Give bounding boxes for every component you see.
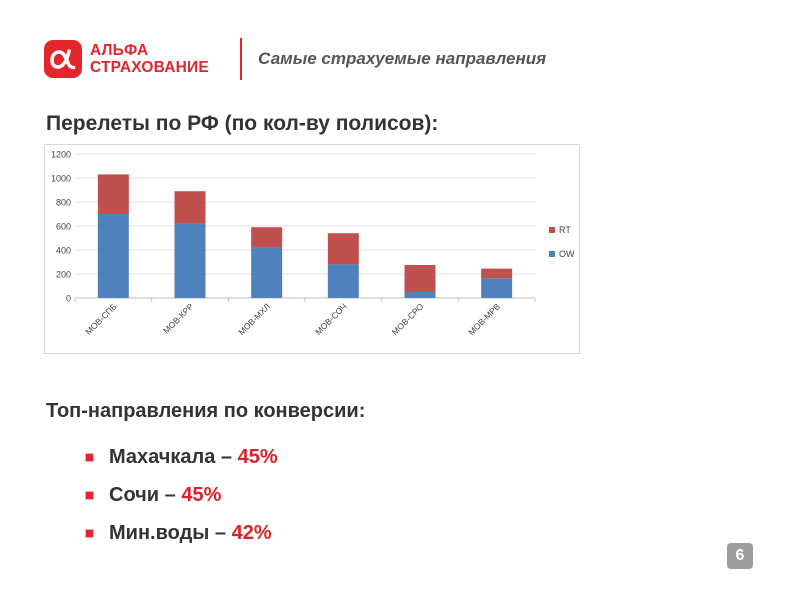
list-item: Сочи – 45%	[86, 476, 278, 514]
bullet-icon	[86, 491, 93, 499]
x-tick-label: МОВ-СРО	[390, 301, 426, 337]
x-tick-label: МОВ-МХЛ	[236, 301, 272, 337]
logo-line-2: СТРАХОВАНИЕ	[90, 59, 209, 76]
y-tick-label: 1200	[51, 150, 71, 160]
x-tick-label: МОВ-КРР	[161, 301, 196, 336]
alpha-glyph-icon	[50, 49, 76, 70]
list-item: Махачкала – 45%	[86, 438, 278, 476]
legend-swatch-ow	[549, 251, 555, 257]
logo-line-1: АЛЬФА	[90, 42, 149, 59]
bar-rt	[404, 265, 436, 292]
bar-ow	[481, 278, 513, 298]
slide-title: Самые страхуемые направления	[258, 49, 547, 68]
bar-ow	[327, 264, 359, 298]
bar-ow	[174, 223, 206, 298]
y-tick-label: 0	[66, 294, 71, 304]
bar-rt	[97, 174, 129, 214]
city-name: Сочи	[109, 483, 160, 506]
city-name: Мин.воды	[109, 521, 210, 544]
separator: –	[215, 445, 238, 468]
bar-rt	[251, 227, 283, 248]
y-tick-label: 600	[56, 222, 71, 232]
y-tick-label: 800	[56, 198, 71, 208]
y-tick-label: 400	[56, 246, 71, 256]
conversion-percent: 42%	[231, 521, 272, 544]
conversion-heading: Топ-направления по конверсии:	[46, 400, 366, 422]
list-item: Мин.воды – 42%	[86, 514, 278, 552]
legend-label-rt: RT	[559, 225, 571, 235]
bar-rt	[481, 268, 513, 279]
legend-swatch-rt	[549, 227, 555, 233]
y-tick-label: 1000	[51, 174, 71, 184]
y-tick-label: 200	[56, 270, 71, 280]
chart-canvas: 0 200 400 600 800 1000 1200 МОВ-СПБ МОВ-КРР МОВ-М…	[51, 150, 575, 338]
x-tick-label: МОВ-СПБ	[83, 301, 119, 337]
bar-chart: 0 200 400 600 800 1000 1200 МОВ-СПБ МОВ-КРР МОВ-М…	[44, 144, 580, 354]
bar-ow	[251, 247, 283, 298]
bar-rt	[174, 191, 206, 224]
separator: –	[209, 521, 232, 544]
alfa-logo-icon	[44, 40, 82, 78]
company-logo-text: АЛЬФА СТРАХОВАНИЕ	[90, 42, 209, 76]
page-number: 6	[727, 543, 753, 569]
city-name: Махачкала	[109, 445, 216, 468]
separator: –	[159, 483, 182, 506]
conversion-percent: 45%	[181, 483, 222, 506]
bar-ow	[404, 292, 436, 298]
bar-ow	[97, 214, 129, 298]
x-tick-label: МОВ-МРВ	[466, 301, 502, 337]
x-tick-label: МОВ-СОЧ	[313, 301, 349, 337]
bar-rt	[327, 233, 359, 265]
header-divider	[240, 38, 242, 80]
conversion-list: Махачкала – 45% Сочи – 45% Мин.воды – 42…	[86, 438, 278, 552]
bullet-icon	[86, 453, 93, 461]
flights-heading: Перелеты по РФ (по кол-ву полисов):	[46, 112, 439, 135]
bullet-icon	[86, 529, 93, 537]
legend-label-ow: OW	[559, 249, 575, 259]
conversion-percent: 45%	[237, 445, 278, 468]
